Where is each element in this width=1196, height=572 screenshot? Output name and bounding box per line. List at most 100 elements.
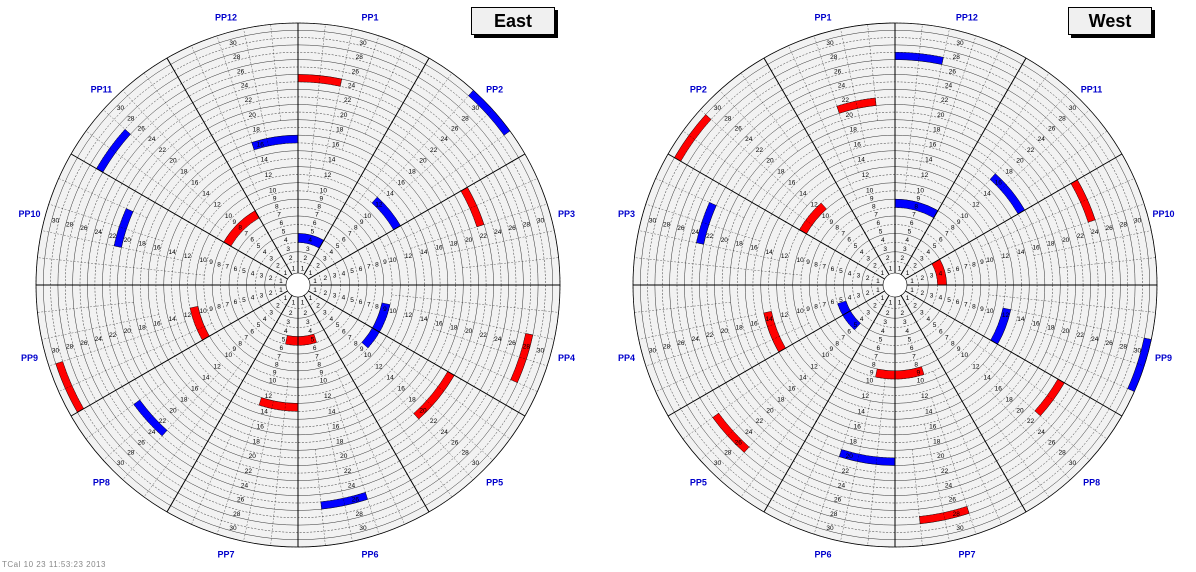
- west-sector-divider: [667, 290, 885, 417]
- east-ring-number: 16: [153, 320, 161, 327]
- east-subsector-line: [143, 72, 201, 152]
- west-ring-number: 9: [916, 369, 920, 376]
- west-ring-number: 9: [957, 346, 961, 353]
- west-ring-number: 2: [913, 262, 917, 269]
- west-subsector-line: [840, 28, 866, 147]
- west-ring-number: 6: [831, 299, 835, 306]
- east-subsector-line: [216, 35, 262, 173]
- west-pp-label: PP1: [815, 12, 832, 22]
- east-subsector-line: [103, 109, 211, 206]
- west-ring-number: 22: [1027, 418, 1035, 425]
- east-ring-number: 24: [441, 136, 449, 143]
- east-ring-number: 20: [340, 112, 348, 119]
- west-subsector-line: [840, 400, 871, 542]
- west-ring-number: 3: [866, 309, 870, 316]
- east-ring-number: 7: [348, 231, 352, 238]
- west-sector-divider: [763, 57, 890, 275]
- east-ring-number: 22: [430, 147, 438, 154]
- west-ring-number: 20: [766, 158, 774, 165]
- east-pp-label: PP8: [93, 478, 110, 488]
- west-ring-number: 9: [830, 219, 834, 226]
- west-ring-number: 6: [939, 328, 943, 335]
- east-ring-number: 8: [317, 204, 321, 211]
- east-subsector-line: [385, 364, 493, 461]
- east-ring-number: 18: [336, 127, 344, 134]
- east-ring-number: 8: [354, 225, 358, 232]
- east-ring-number: 6: [279, 220, 283, 227]
- east-ring-number: 18: [409, 397, 417, 404]
- east-sector-divider: [166, 57, 293, 275]
- east-ring-number: 3: [286, 319, 290, 326]
- east-ring-number: 3: [333, 273, 337, 280]
- east-ring-number: 1: [284, 270, 288, 277]
- west-ring-number: 28: [953, 511, 961, 518]
- west-subsector-line: [1010, 309, 1152, 340]
- west-ring-number: 7: [822, 264, 826, 271]
- east-ring-number: 30: [52, 347, 60, 354]
- west-ring-number: 22: [1027, 147, 1035, 154]
- west-ring-number: 26: [735, 126, 743, 133]
- west-ring-number: 24: [745, 429, 753, 436]
- west-ring-number: 6: [956, 299, 960, 306]
- east-ring-number: 22: [480, 233, 488, 240]
- west-ring-number: 3: [903, 319, 907, 326]
- west-ring-number: 14: [858, 408, 866, 415]
- west-ring-number: 1: [881, 295, 885, 302]
- east-ring-number: 10: [200, 257, 208, 264]
- west-ring-number: 2: [886, 255, 890, 262]
- east-ring-number: 3: [269, 256, 273, 263]
- west-ring-number: 10: [986, 257, 994, 264]
- west-ring-number: 14: [1017, 316, 1025, 323]
- west-ring-number: 4: [848, 270, 852, 277]
- west-ring-number: 4: [860, 316, 864, 323]
- west-ring-number: 12: [810, 202, 818, 209]
- west-sector-divider: [667, 153, 885, 280]
- east-ring-number: 5: [336, 322, 340, 329]
- east-ring-number: 24: [348, 482, 356, 489]
- footer-timestamp: TCal 10 23 11:53:23 2013: [2, 560, 106, 569]
- east-ring-number: 1: [313, 278, 317, 285]
- east-ring-number: 4: [251, 295, 255, 302]
- west-ring-number: 5: [908, 337, 912, 344]
- west-ring-number: 26: [1106, 340, 1114, 347]
- east-ring-number: 18: [409, 168, 417, 175]
- west-ring-number: 14: [984, 375, 992, 382]
- east-ring-number: 3: [306, 246, 310, 253]
- west-ring-number: 10: [866, 377, 874, 384]
- east-ring-number: 22: [480, 332, 488, 339]
- east-ring-number: 7: [277, 212, 281, 219]
- east-sector-divider: [70, 290, 288, 417]
- east-ring-number: 12: [324, 393, 332, 400]
- west-ring-number: 1: [906, 270, 910, 277]
- east-ring-number: 10: [320, 188, 328, 195]
- east-ring-number: 24: [241, 482, 249, 489]
- west-ring-number: 10: [822, 213, 830, 220]
- east-ring-number: 20: [419, 407, 427, 414]
- east-ring-number: 7: [244, 231, 248, 238]
- east-ring-number: 26: [509, 225, 517, 232]
- east-ring-number: 24: [494, 336, 502, 343]
- east-ring-number: 5: [257, 243, 261, 250]
- east-ring-number: 20: [124, 328, 132, 335]
- east-ring-number: 8: [238, 340, 242, 347]
- east-ring-number: 3: [323, 309, 327, 316]
- east-ring-number: 26: [352, 497, 360, 504]
- west-ring-number: 24: [1038, 136, 1046, 143]
- east-ring-number: 18: [138, 324, 146, 331]
- east-ring-number: 5: [311, 337, 315, 344]
- east-pp-label: PP12: [215, 12, 237, 22]
- west-sector-divider: [905, 153, 1123, 280]
- west-subsector-line: [867, 24, 878, 121]
- east-ring-number: 26: [509, 340, 517, 347]
- east-pp-label: PP9: [21, 353, 38, 363]
- west-ring-number: 1: [898, 300, 902, 307]
- west-ring-number: 6: [847, 328, 851, 335]
- east-ring-number: 28: [523, 344, 531, 351]
- west-ring-number: 8: [872, 204, 876, 211]
- west-ring-number: 5: [933, 243, 937, 250]
- west-subsector-line: [938, 35, 977, 150]
- east-ring-number: 5: [350, 268, 354, 275]
- east-ring-number: 30: [229, 525, 237, 532]
- east-ring-number: 16: [257, 142, 265, 149]
